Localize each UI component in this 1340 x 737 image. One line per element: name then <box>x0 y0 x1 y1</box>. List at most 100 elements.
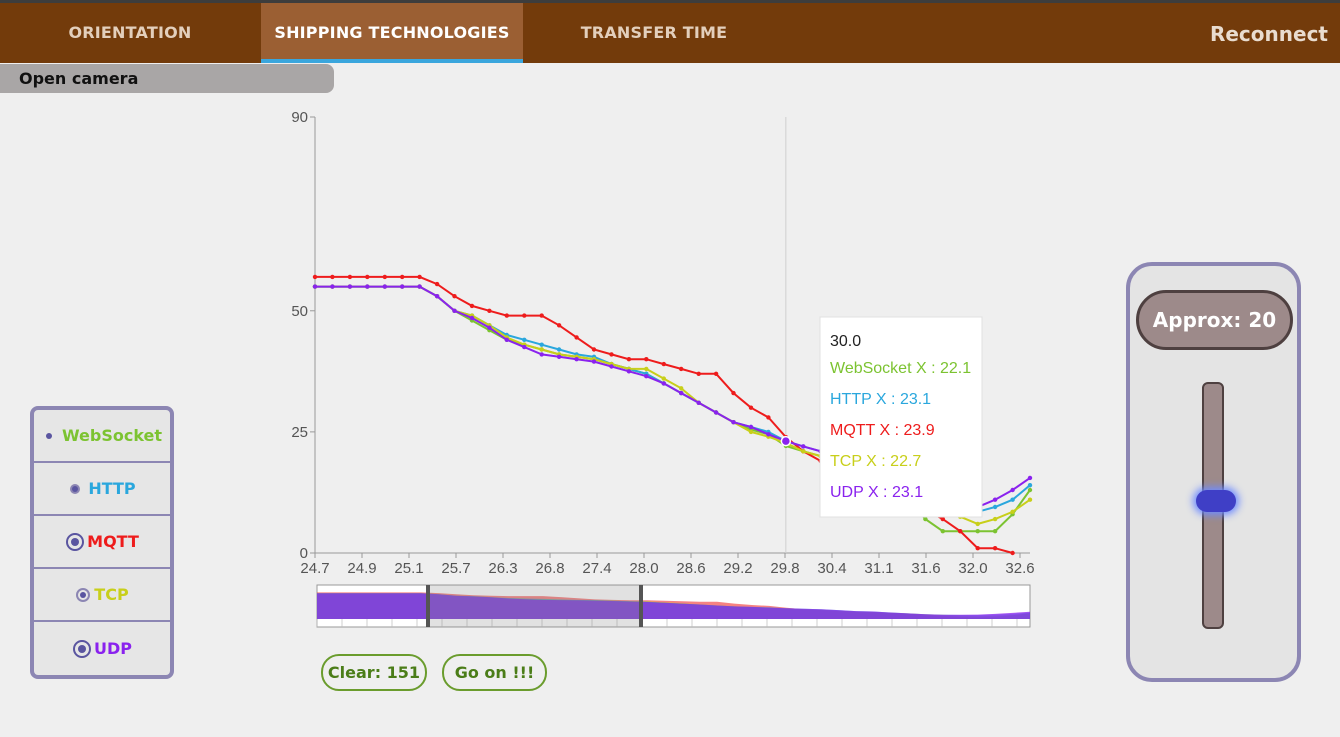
go-on-button[interactable]: Go on !!! <box>442 654 547 691</box>
data-point-tcp <box>661 376 666 381</box>
approx-panel: Approx: 20 <box>1126 262 1301 682</box>
legend-item-http[interactable]: HTTP <box>34 463 170 516</box>
legend-item-mqtt[interactable]: MQTT <box>34 516 170 569</box>
data-point-mqtt <box>958 529 963 534</box>
data-point-mqtt <box>766 415 771 420</box>
data-point-udp <box>713 410 719 415</box>
y-tick-label: 25 <box>291 424 308 441</box>
data-point-mqtt <box>312 274 318 280</box>
approx-slider-thumb[interactable] <box>1196 490 1236 512</box>
data-point-http <box>1027 483 1033 488</box>
tooltip-line-mqtt: MQTT X : 23.9 <box>830 422 935 439</box>
x-tick-label: 28.6 <box>676 560 705 577</box>
data-point-udp <box>382 284 387 289</box>
data-point-udp <box>469 315 475 321</box>
data-point-udp <box>312 284 318 289</box>
clear-button[interactable]: Clear: 151 <box>321 654 427 691</box>
data-point-udp <box>400 284 405 289</box>
data-point-mqtt <box>434 281 440 287</box>
data-point-udp <box>539 352 544 357</box>
navigator-handle-left[interactable] <box>426 585 430 627</box>
data-point-tcp <box>992 516 998 522</box>
data-point-mqtt <box>522 313 527 318</box>
data-point-mqtt <box>347 274 353 280</box>
data-point-udp <box>365 284 370 289</box>
data-point-mqtt <box>626 357 632 362</box>
y-tick-label: 0 <box>300 545 308 562</box>
data-point-websocket <box>923 516 928 522</box>
data-point-udp <box>801 444 806 449</box>
ring-dot-icon <box>76 587 91 602</box>
chart-tooltip: 30.0 WebSocket X : 22.1 HTTP X : 23.1 MQTT … <box>819 316 983 518</box>
small-dot-icon <box>45 432 52 439</box>
data-point-tcp <box>748 429 754 435</box>
line-chart[interactable]: 0 25 50 90 24.7 24.9 25.1 25.7 26.3 26.8 27.4 28.0 2… <box>280 100 1060 640</box>
data-point-udp <box>504 337 509 342</box>
data-point-websocket <box>992 529 998 534</box>
y-tick-label: 50 <box>291 303 308 320</box>
data-point-udp <box>1010 487 1015 493</box>
legend-label-udp: UDP <box>94 639 132 658</box>
data-point-mqtt <box>992 546 998 551</box>
data-point-mqtt <box>556 323 562 328</box>
data-point-udp <box>679 390 684 396</box>
data-point-mqtt <box>1010 550 1015 556</box>
data-point-websocket <box>1027 487 1033 493</box>
tooltip-line-http: HTTP X : 23.1 <box>830 391 931 408</box>
data-point-mqtt <box>940 516 945 522</box>
x-tick-label: 27.4 <box>582 560 611 577</box>
data-point-mqtt <box>574 335 579 340</box>
ring-dot-icon <box>73 639 91 658</box>
x-tick-label: 25.7 <box>441 560 470 577</box>
navigator-selection[interactable] <box>428 585 641 627</box>
data-point-udp <box>731 420 736 425</box>
data-point-udp <box>347 284 353 289</box>
navigator-handle-right[interactable] <box>639 585 643 627</box>
medium-dot-icon <box>70 483 81 494</box>
legend-item-websocket[interactable]: WebSocket <box>34 410 170 463</box>
data-point-mqtt <box>365 274 370 280</box>
data-point-tcp <box>975 521 980 527</box>
data-point-udp <box>1027 475 1033 481</box>
data-point-udp <box>766 432 771 437</box>
data-point-mqtt <box>417 274 422 280</box>
x-tick-label: 29.2 <box>723 560 752 577</box>
data-point-mqtt <box>382 274 387 280</box>
open-camera-button[interactable]: Open camera <box>0 64 334 93</box>
x-tick-label: 26.3 <box>488 560 517 577</box>
data-point-tcp <box>644 366 649 372</box>
data-point-mqtt <box>731 390 736 396</box>
data-point-mqtt <box>504 313 509 318</box>
legend-label-websocket: WebSocket <box>61 426 163 445</box>
data-point-udp <box>644 374 649 379</box>
hover-marker <box>780 435 792 447</box>
tooltip-line-tcp: TCP X : 22.7 <box>830 453 921 470</box>
data-point-tcp <box>1027 497 1033 502</box>
data-point-mqtt <box>713 371 719 376</box>
tab-shipping-technologies[interactable]: SHIPPING TECHNOLOGIES <box>261 3 523 63</box>
x-tick-label: 31.1 <box>864 560 893 577</box>
ring-dot-icon <box>66 532 85 551</box>
data-point-mqtt <box>975 546 980 551</box>
legend-label-tcp: TCP <box>94 585 129 604</box>
legend-item-tcp[interactable]: TCP <box>34 569 170 622</box>
reconnect-button[interactable]: Reconnect <box>1209 22 1328 46</box>
data-point-udp <box>696 400 701 405</box>
tab-orientation[interactable]: ORIENTATION <box>68 23 192 42</box>
tab-transfer-time[interactable]: TRANSFER TIME <box>580 23 728 42</box>
x-tick-label: 31.6 <box>911 560 940 577</box>
data-point-tcp <box>679 386 684 391</box>
navigator-area-udp <box>317 593 1030 619</box>
data-point-udp <box>487 325 492 330</box>
data-point-udp <box>330 284 335 289</box>
data-point-websocket <box>940 529 945 534</box>
legend-item-udp[interactable]: UDP <box>34 622 170 675</box>
legend-label-mqtt: MQTT <box>87 532 139 551</box>
x-tick-label: 28.0 <box>629 560 658 577</box>
x-tick-label: 32.6 <box>1005 560 1034 577</box>
data-point-mqtt <box>679 366 684 372</box>
data-point-mqtt <box>661 361 666 367</box>
data-point-websocket <box>975 529 980 534</box>
data-point-mqtt <box>609 352 614 357</box>
tooltip-line-websocket: WebSocket X : 22.1 <box>830 360 971 377</box>
